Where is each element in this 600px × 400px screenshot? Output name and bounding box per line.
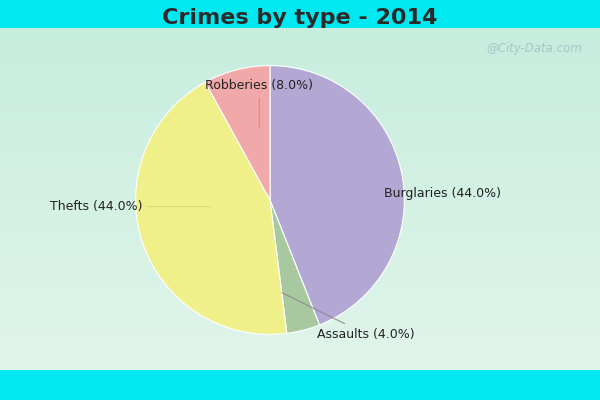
Text: Assaults (4.0%): Assaults (4.0%): [282, 293, 415, 341]
Wedge shape: [270, 200, 319, 333]
Wedge shape: [136, 82, 287, 334]
Wedge shape: [270, 66, 404, 325]
Wedge shape: [205, 66, 270, 200]
Text: Thefts (44.0%): Thefts (44.0%): [50, 200, 211, 213]
Text: Burglaries (44.0%): Burglaries (44.0%): [329, 187, 501, 200]
Text: Robberies (8.0%): Robberies (8.0%): [205, 80, 313, 127]
Text: @City-Data.com: @City-Data.com: [486, 42, 582, 55]
Text: Crimes by type - 2014: Crimes by type - 2014: [163, 8, 437, 28]
